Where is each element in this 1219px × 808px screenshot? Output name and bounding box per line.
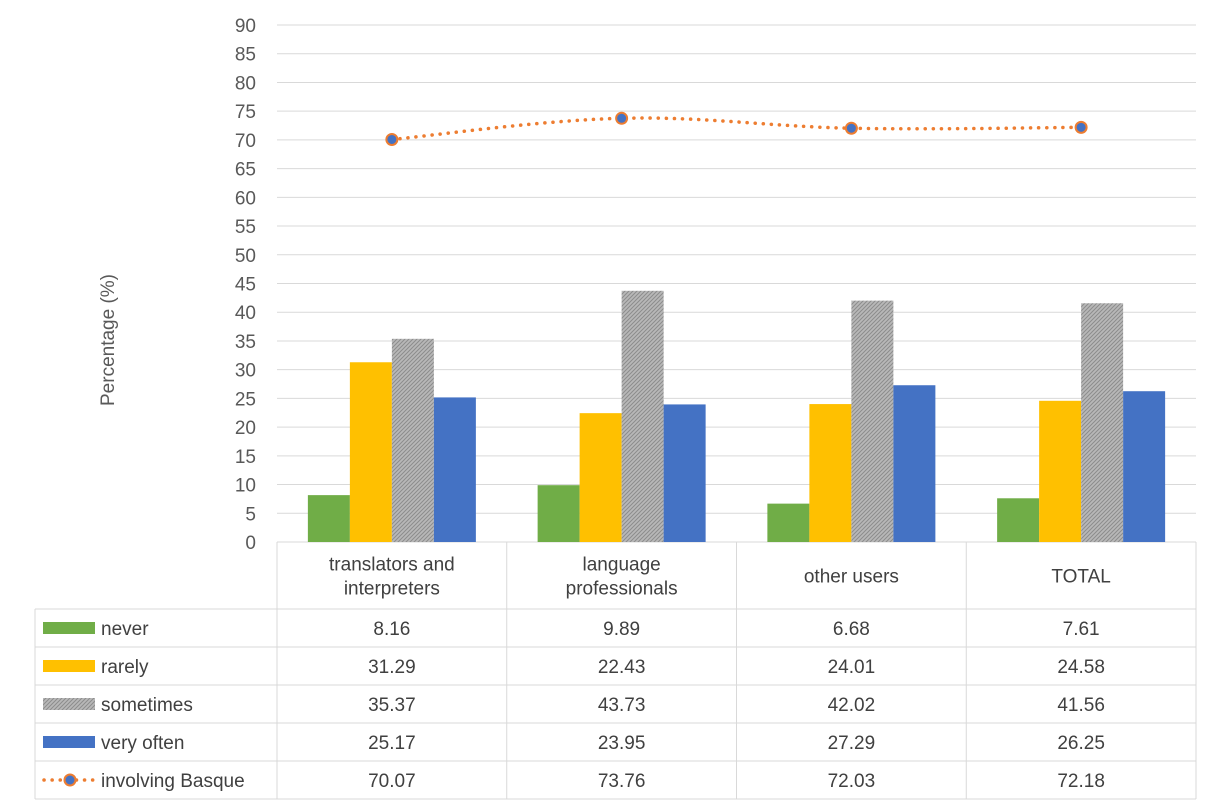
bar-sometimes — [1081, 303, 1124, 542]
legend-label: never — [101, 619, 149, 640]
category-label: language — [583, 555, 661, 576]
bar-rarely — [809, 404, 852, 542]
data-table-cell: 41.56 — [1057, 695, 1105, 716]
data-table-cell: 70.07 — [368, 771, 416, 792]
y-axis-ticks: 0 5 10 15 20 25 30 35 40 45 50 55 60 65 70 75 80 85 90 — [235, 16, 256, 554]
bar-very-often — [893, 385, 936, 542]
bar-never — [307, 495, 350, 542]
bar-very-often — [433, 397, 476, 542]
data-table-cell: 25.17 — [368, 733, 416, 754]
legend-label: rarely — [101, 657, 149, 678]
y-tick-label: 60 — [235, 188, 256, 209]
legend-key-never — [43, 622, 95, 634]
y-tick-label: 70 — [235, 131, 256, 152]
data-table-cell: 6.68 — [833, 619, 870, 640]
y-tick-label: 90 — [235, 16, 256, 37]
y-tick-label: 80 — [235, 73, 256, 94]
bars — [307, 290, 1166, 542]
category-label: interpreters — [344, 579, 440, 600]
series-line — [385, 111, 1088, 146]
bar-rarely — [1039, 400, 1082, 542]
y-tick-label: 5 — [245, 504, 256, 525]
line-point — [844, 121, 858, 135]
y-tick-label: 20 — [235, 418, 256, 439]
data-table-cell: 73.76 — [598, 771, 646, 792]
y-tick-label: 85 — [235, 45, 256, 66]
data-table-cell: 26.25 — [1057, 733, 1105, 754]
data-table-cell: 8.16 — [373, 619, 410, 640]
series-line-involving-Basque — [390, 116, 1083, 142]
bar-never — [767, 503, 810, 542]
data-table-cell: 35.37 — [368, 695, 416, 716]
category-label: translators and — [329, 555, 455, 576]
data-table-cell: 22.43 — [598, 657, 646, 678]
category-label: professionals — [566, 579, 678, 600]
legend-key-sometimes — [43, 698, 95, 710]
line-point — [385, 132, 399, 146]
y-tick-label: 75 — [235, 102, 256, 123]
data-table-cell: 42.02 — [828, 695, 876, 716]
data-table-cell: 23.95 — [598, 733, 646, 754]
bar-sometimes — [621, 290, 664, 542]
bar-never — [997, 498, 1040, 542]
y-tick-label: 35 — [235, 332, 256, 353]
data-table-cell: 72.03 — [828, 771, 876, 792]
y-tick-label: 55 — [235, 217, 256, 238]
data-table: translators and interpreters language profe… — [34, 542, 1197, 800]
y-axis-label: Percentage (%) — [98, 274, 119, 406]
legend-label: very often — [101, 733, 184, 754]
y-tick-label: 45 — [235, 275, 256, 296]
y-tick-label: 40 — [235, 303, 256, 324]
data-table-cell: 27.29 — [828, 733, 876, 754]
line-point — [1074, 120, 1088, 134]
bar-sometimes — [391, 338, 434, 542]
data-table-cell: 24.01 — [828, 657, 876, 678]
bar-sometimes — [851, 300, 894, 542]
bar-never — [537, 485, 580, 542]
data-table-cell: 7.61 — [1063, 619, 1100, 640]
bar-rarely — [579, 413, 622, 542]
category-label: TOTAL — [1051, 567, 1110, 588]
y-tick-label: 0 — [245, 533, 256, 554]
bar-very-often — [663, 404, 706, 542]
y-tick-label: 10 — [235, 476, 256, 497]
bar-very-often — [1123, 391, 1166, 542]
data-table-cell: 9.89 — [603, 619, 640, 640]
legend-label: sometimes — [101, 695, 193, 716]
y-tick-label: 50 — [235, 246, 256, 267]
data-table-cell: 31.29 — [368, 657, 416, 678]
legend-marker — [63, 773, 77, 787]
y-tick-label: 65 — [235, 160, 256, 181]
data-table-cell: 72.18 — [1057, 771, 1105, 792]
legend-key-rarely — [43, 660, 95, 672]
bar-rarely — [349, 362, 392, 542]
y-tick-label: 15 — [235, 447, 256, 468]
legend-key-very-often — [43, 736, 95, 748]
data-table-cell: 43.73 — [598, 695, 646, 716]
category-label: other users — [804, 567, 899, 588]
y-tick-label: 25 — [235, 389, 256, 410]
legend-label: involving Basque — [101, 771, 245, 792]
y-tick-label: 30 — [235, 361, 256, 382]
line-point — [615, 111, 629, 125]
data-table-cell: 24.58 — [1057, 657, 1105, 678]
